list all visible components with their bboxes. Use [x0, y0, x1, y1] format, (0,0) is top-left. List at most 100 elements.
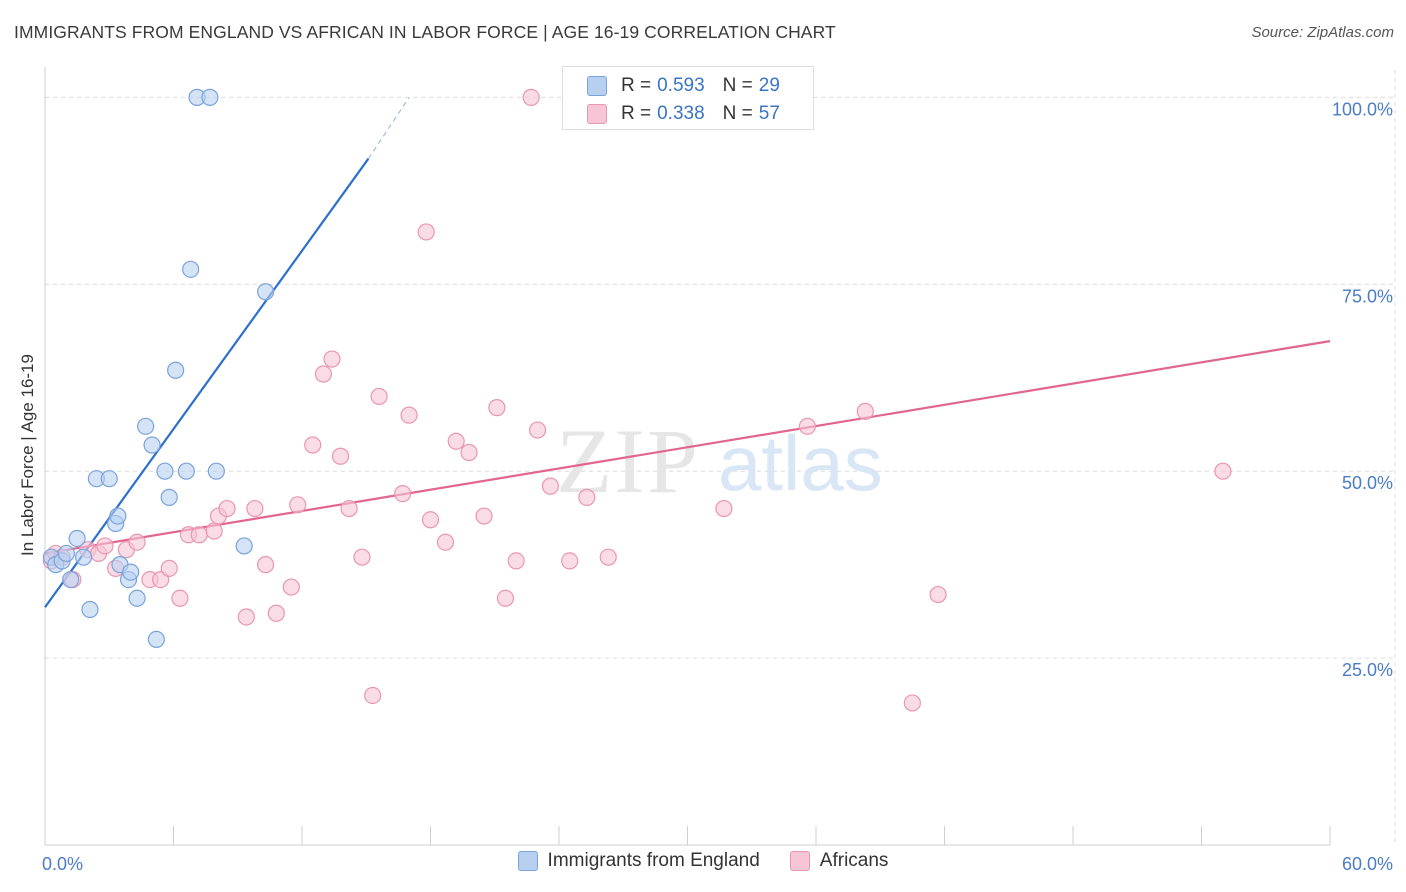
- y-axis-label: In Labor Force | Age 16-19: [18, 354, 37, 556]
- r-label: R =: [621, 103, 652, 124]
- africans-swatch: [587, 104, 607, 124]
- england-point: [100, 470, 118, 488]
- legend-item-england[interactable]: Immigrants from England: [517, 850, 760, 872]
- africans-point: [541, 477, 560, 495]
- england-point: [128, 589, 146, 607]
- africans-point: [507, 552, 525, 570]
- africans-point: [460, 443, 478, 462]
- trend-layer: [44, 97, 1331, 608]
- africans-point: [1214, 462, 1232, 480]
- africans-point: [798, 417, 817, 435]
- england-point: [57, 544, 76, 563]
- n-label: N =: [722, 103, 753, 124]
- africans-point: [488, 399, 506, 417]
- england-point: [62, 570, 80, 589]
- n-value: 57: [758, 103, 780, 124]
- y-tick-label: 75.0%: [1342, 286, 1393, 306]
- england-point: [167, 361, 185, 379]
- england-point: [177, 462, 195, 480]
- england-trend-extension: [367, 97, 410, 160]
- england-trend-line: [44, 158, 370, 608]
- legend-label-africans: Africans: [819, 850, 889, 871]
- x-tick-label: 0.0%: [42, 854, 83, 874]
- africans-point: [561, 552, 579, 570]
- africans-point: [218, 499, 236, 518]
- africans-point: [323, 350, 341, 368]
- africans-point: [528, 421, 547, 439]
- africans-point: [205, 522, 223, 540]
- england-point: [147, 630, 165, 649]
- england-point: [201, 88, 219, 106]
- watermark-zip: ZIP: [556, 410, 700, 512]
- africans-point: [128, 533, 146, 551]
- england-point: [81, 600, 99, 619]
- y-tick-label: 50.0%: [1342, 473, 1393, 493]
- n-value: 29: [758, 75, 780, 96]
- england-point: [137, 417, 155, 435]
- r-value: 0.593: [657, 75, 705, 96]
- r-label: R =: [621, 75, 652, 96]
- africans-point: [267, 604, 285, 622]
- stats-legend: R = 0.593 N = 29 R = 0.338 N = 57: [562, 66, 814, 130]
- england-swatch: [587, 76, 607, 96]
- africans-point: [394, 485, 412, 503]
- africans-point: [331, 447, 350, 465]
- africans-point: [246, 499, 264, 518]
- bottom-legend: Immigrants from England Africans: [0, 850, 1406, 872]
- stats-row-africans: R = 0.338 N = 57: [587, 103, 780, 125]
- stats-row-england: R = 0.593 N = 29: [587, 75, 780, 97]
- africans-point: [237, 608, 255, 626]
- y-tick-label: 100.0%: [1332, 99, 1393, 119]
- africans-point: [314, 365, 333, 383]
- england-point: [256, 283, 275, 301]
- africans-point: [929, 585, 947, 604]
- africans-point: [400, 406, 418, 424]
- legend-item-africans[interactable]: Africans: [789, 850, 889, 872]
- england-point: [156, 462, 174, 480]
- africans-point: [447, 432, 465, 450]
- africans-point: [289, 496, 307, 514]
- africans-legend-swatch: [789, 851, 810, 871]
- england-point: [207, 462, 225, 480]
- england-point: [160, 488, 178, 506]
- africans-point: [256, 556, 275, 574]
- africans-point: [578, 488, 596, 506]
- africans-point: [599, 548, 617, 566]
- tick-labels: 25.0% 50.0% 75.0% 100.0% 0.0% 60.0%: [42, 99, 1393, 874]
- england-point: [68, 529, 86, 548]
- africans-point: [282, 578, 300, 596]
- watermark: ZIP atlas: [556, 410, 883, 512]
- africans-point: [715, 499, 733, 518]
- africans-point: [417, 223, 435, 241]
- y-tick-label: 25.0%: [1342, 660, 1393, 680]
- africans-point: [304, 436, 322, 454]
- n-label: N =: [722, 75, 753, 96]
- england-point: [74, 548, 93, 566]
- axis-layer: [44, 67, 1331, 846]
- england-point: [122, 563, 140, 581]
- africans-point: [856, 402, 874, 420]
- source-label: Source: ZipAtlas.com: [1251, 24, 1394, 41]
- points-layer: [42, 88, 1232, 712]
- watermark-atlas: atlas: [718, 419, 883, 507]
- r-value: 0.338: [657, 103, 705, 124]
- x-tick-label: 60.0%: [1342, 854, 1393, 874]
- chart-title: IMMIGRANTS FROM ENGLAND VS AFRICAN IN LA…: [14, 22, 836, 42]
- africans-point: [475, 507, 493, 525]
- africans-point: [496, 589, 515, 607]
- africans-point: [364, 686, 382, 705]
- england-point: [235, 537, 253, 555]
- england-point: [182, 260, 200, 278]
- africans-point: [522, 88, 540, 106]
- legend-label-england: Immigrants from England: [547, 850, 760, 871]
- africans-point: [370, 387, 388, 406]
- africans-point: [421, 511, 440, 529]
- england-legend-swatch: [517, 851, 538, 871]
- africans-point: [171, 589, 189, 607]
- africans-point: [436, 533, 455, 551]
- africans-point: [340, 499, 358, 518]
- england-point: [143, 436, 161, 454]
- africans-point: [903, 694, 921, 712]
- africans-point: [160, 559, 178, 577]
